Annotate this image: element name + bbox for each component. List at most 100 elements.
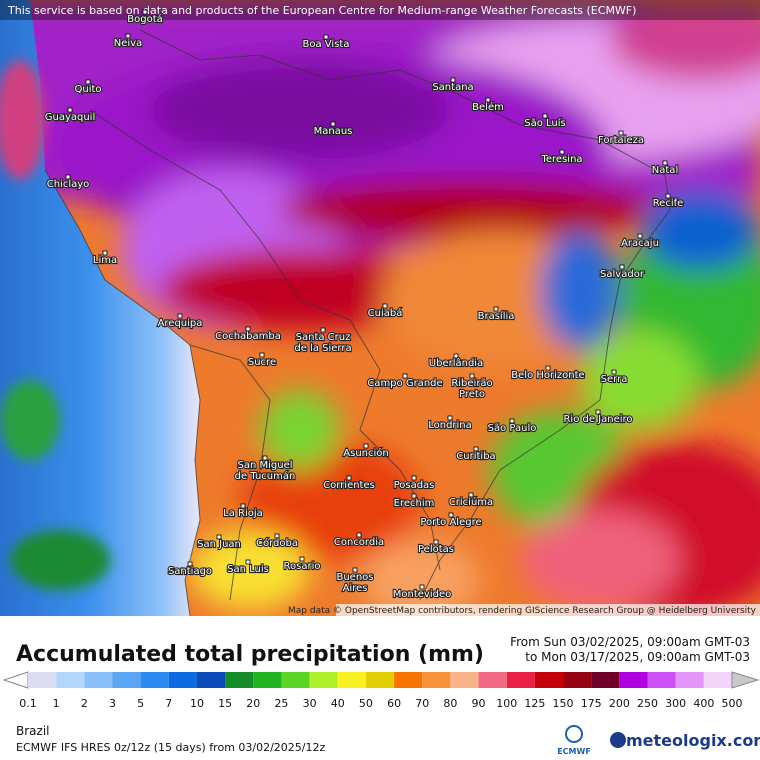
color-swatch <box>506 672 535 688</box>
colorbar: 0.1 1 2 3 5 7 10 15 20 25 30 40 50 60 70 80 90 100 125 150 1… <box>2 671 760 710</box>
color-swatch <box>281 672 310 688</box>
colorbar-label: 50 <box>359 697 373 710</box>
city-label: La Rioja <box>223 508 263 519</box>
city-label: Chiclayo <box>47 179 90 190</box>
ecmwf-logo: ECMWF <box>557 747 591 756</box>
city-label: Santiago <box>168 566 212 577</box>
city-label: Fortaleza <box>598 135 644 146</box>
city-marker <box>142 9 148 15</box>
colorbar-label: 60 <box>387 697 401 710</box>
city-marker <box>637 233 643 239</box>
city-marker <box>65 174 71 180</box>
color-swatch <box>591 672 620 688</box>
city-marker <box>411 475 417 481</box>
colorbar-label: 3 <box>109 697 116 710</box>
city-label: Bogotá <box>127 13 163 25</box>
city-marker <box>216 534 222 540</box>
city-marker <box>493 306 499 312</box>
color-swatch <box>225 672 254 688</box>
city-label: San Luis <box>227 564 269 575</box>
period-to: to Mon 03/17/2025, 09:00am GMT-03 <box>525 650 750 664</box>
colorbar-label: 10 <box>190 697 204 710</box>
city-marker <box>102 250 108 256</box>
city-marker <box>346 475 352 481</box>
colorbar-label: 175 <box>581 697 602 710</box>
city-label: Erechim <box>394 498 435 509</box>
city-label: Santana <box>432 82 473 93</box>
colorbar-label: 2 <box>81 697 88 710</box>
ecmwf-icon <box>565 725 583 743</box>
city-marker <box>356 532 362 538</box>
color-swatch <box>28 672 57 688</box>
city-marker <box>177 313 183 319</box>
city-marker <box>419 584 425 590</box>
city-label: Aires <box>343 583 368 594</box>
color-swatch <box>619 672 648 688</box>
city-marker <box>447 415 453 421</box>
city-label: Criciúma <box>449 496 493 508</box>
city-label: Londrina <box>428 420 472 431</box>
banner-bg <box>0 0 760 20</box>
color-swatch <box>394 672 423 688</box>
city-marker <box>320 327 326 333</box>
city-label: Rio de Janeiro <box>563 414 632 425</box>
city-marker <box>473 446 479 452</box>
city-label: de la Sierra <box>294 343 351 354</box>
colorbar-label: 400 <box>693 697 714 710</box>
precipitation-map: This service is based on data and produc… <box>0 0 760 616</box>
city-label: Santa Cruz <box>296 332 351 343</box>
city-marker <box>330 121 336 127</box>
city-marker <box>509 418 515 424</box>
city-marker <box>411 493 417 499</box>
city-label: San Miguel <box>237 460 292 471</box>
city-label: Rosario <box>284 561 321 572</box>
color-swatch <box>563 672 592 688</box>
city-label: Belo Horizonte <box>511 370 584 381</box>
color-swatch <box>365 672 395 688</box>
city-marker <box>545 365 551 371</box>
city-label: Curitiba <box>456 451 495 462</box>
colorbar-label: 250 <box>637 697 658 710</box>
color-swatch <box>112 672 141 688</box>
color-swatch <box>675 672 704 688</box>
city-label: Montevideo <box>393 589 451 600</box>
city-marker <box>274 533 280 539</box>
city-marker <box>485 97 491 103</box>
city-label: Pelotas <box>418 544 454 555</box>
period-from: From Sun 03/02/2025, 09:00am GMT-03 <box>510 635 750 649</box>
city-marker <box>448 512 454 518</box>
city-marker <box>618 130 624 136</box>
color-swatch <box>309 672 338 688</box>
colorbar-label: 20 <box>246 697 260 710</box>
color-swatch <box>168 672 197 688</box>
city-label: São Paulo <box>488 423 537 434</box>
city-label: Porto Alegre <box>420 517 481 528</box>
site-logo: meteologix.com <box>626 731 760 750</box>
city-marker <box>323 34 329 40</box>
city-label: Concordia <box>334 537 384 548</box>
city-marker <box>665 193 671 199</box>
city-label: Uberlândia <box>429 357 483 369</box>
colorbar-label: 100 <box>496 697 517 710</box>
city-label: Quito <box>74 84 101 95</box>
city-label: Aracaju <box>621 238 659 249</box>
city-label: Belém <box>472 101 504 113</box>
city-label: de Tucumán <box>235 470 296 482</box>
city-label: Posadas <box>394 480 435 491</box>
colorbar-label: 500 <box>722 697 743 710</box>
city-label: Preto <box>459 389 485 400</box>
banner: This service is based on data and produc… <box>7 4 636 17</box>
city-marker <box>382 303 388 309</box>
colorbar-label: 0.1 <box>19 697 37 710</box>
city-marker <box>125 33 131 39</box>
city-marker <box>662 160 668 166</box>
city-label: Teresina <box>540 154 582 165</box>
city-marker <box>245 559 251 565</box>
city-label: Córdoba <box>256 537 298 549</box>
colorbar-label: 30 <box>303 697 317 710</box>
city-marker <box>187 561 193 567</box>
colorbar-label: 125 <box>524 697 545 710</box>
colorbar-label: 1 <box>53 697 60 710</box>
city-marker <box>559 149 565 155</box>
city-marker <box>67 107 73 113</box>
